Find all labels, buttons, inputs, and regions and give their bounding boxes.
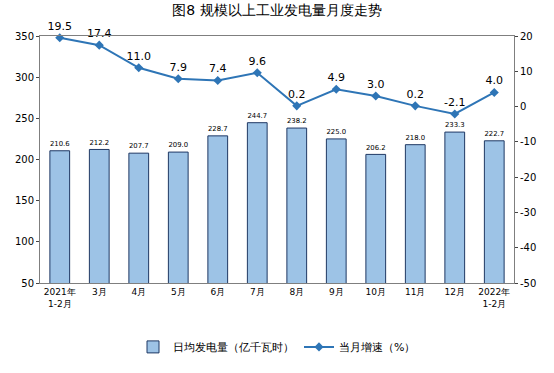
svg-text:212.2: 212.2 — [89, 139, 109, 147]
svg-text:当月增速（%）: 当月增速（%） — [339, 341, 415, 354]
svg-text:7.4: 7.4 — [209, 62, 227, 75]
svg-text:20: 20 — [520, 31, 533, 42]
svg-text:5月: 5月 — [171, 287, 186, 297]
svg-text:-40: -40 — [520, 242, 536, 253]
svg-text:3.0: 3.0 — [367, 78, 385, 91]
svg-text:218.0: 218.0 — [405, 134, 425, 142]
svg-text:200: 200 — [15, 154, 34, 165]
svg-text:10: 10 — [520, 66, 533, 77]
svg-text:300: 300 — [15, 72, 34, 83]
svg-text:0.2: 0.2 — [288, 88, 306, 101]
svg-text:206.2: 206.2 — [366, 144, 386, 152]
svg-text:350: 350 — [15, 31, 34, 42]
svg-text:日均发电量（亿千瓦时）: 日均发电量（亿千瓦时） — [173, 341, 294, 354]
svg-text:50: 50 — [21, 278, 34, 289]
svg-text:9月: 9月 — [329, 287, 344, 297]
svg-text:19.5: 19.5 — [48, 20, 73, 33]
svg-text:8月: 8月 — [289, 287, 304, 297]
svg-text:210.6: 210.6 — [50, 140, 70, 148]
svg-text:4月: 4月 — [131, 287, 146, 297]
svg-text:100: 100 — [15, 236, 34, 247]
svg-text:-30: -30 — [520, 207, 536, 218]
svg-text:17.4: 17.4 — [87, 27, 112, 40]
svg-text:-50: -50 — [520, 278, 536, 289]
svg-text:图8 规模以上工业发电量月度走势: 图8 规模以上工业发电量月度走势 — [172, 2, 381, 18]
svg-text:222.7: 222.7 — [484, 130, 504, 138]
svg-text:0: 0 — [520, 101, 526, 112]
svg-text:233.3: 233.3 — [445, 121, 465, 129]
svg-text:4.9: 4.9 — [328, 71, 346, 84]
svg-text:11月: 11月 — [405, 287, 425, 297]
svg-text:209.0: 209.0 — [168, 141, 188, 149]
svg-text:7.9: 7.9 — [170, 61, 188, 74]
svg-text:0.2: 0.2 — [407, 88, 425, 101]
svg-text:-20: -20 — [520, 172, 536, 183]
svg-text:7月: 7月 — [250, 287, 265, 297]
svg-text:244.7: 244.7 — [247, 112, 267, 120]
svg-text:-10: -10 — [520, 136, 536, 147]
svg-text:2022年1-2月: 2022年1-2月 — [478, 287, 510, 309]
svg-text:6月: 6月 — [210, 287, 225, 297]
svg-text:228.7: 228.7 — [208, 125, 228, 133]
svg-text:-2.1: -2.1 — [444, 96, 465, 109]
svg-text:11.0: 11.0 — [127, 50, 152, 63]
svg-text:238.2: 238.2 — [287, 117, 307, 125]
svg-text:207.7: 207.7 — [129, 142, 149, 150]
svg-text:4.0: 4.0 — [486, 74, 504, 87]
svg-text:250: 250 — [15, 113, 34, 124]
svg-text:3月: 3月 — [92, 287, 107, 297]
svg-text:225.0: 225.0 — [326, 128, 346, 136]
svg-text:9.6: 9.6 — [249, 55, 267, 68]
svg-text:150: 150 — [15, 195, 34, 206]
svg-text:10月: 10月 — [366, 287, 386, 297]
svg-text:12月: 12月 — [445, 287, 465, 297]
svg-text:2021年1-2月: 2021年1-2月 — [44, 287, 76, 309]
